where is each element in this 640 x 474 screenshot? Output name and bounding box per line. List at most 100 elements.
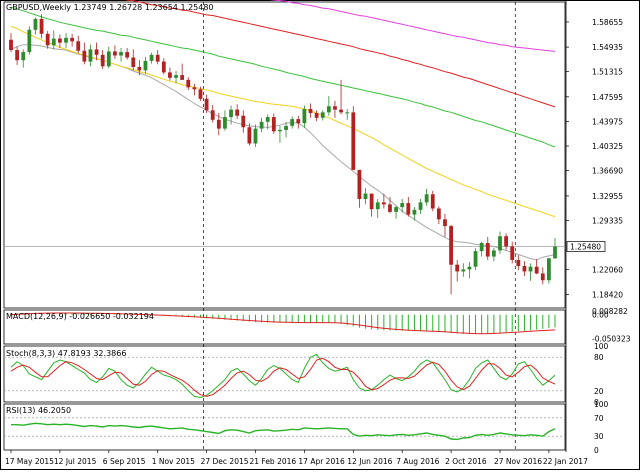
rsi-panel-border	[3, 403, 566, 451]
macd-panel-label: MACD(12,26,9) -0.026650 -0.032194	[6, 312, 154, 321]
candle-down	[235, 109, 240, 116]
candle-down	[39, 18, 44, 34]
candle-down	[161, 61, 166, 73]
stoch-panel-label: Stoch(8,3,3) 47.8193 32.3866	[6, 349, 127, 358]
candle-down	[436, 208, 441, 220]
stoch-panel-border	[3, 345, 566, 403]
candle-down	[339, 109, 343, 113]
rsi-axis-label: 70	[594, 414, 604, 423]
price-panel-border	[3, 1, 566, 309]
candle-down	[308, 108, 313, 114]
candle-up	[27, 29, 32, 53]
price-axis-label: 1.54935	[592, 43, 623, 52]
stoch-axis-label: 20	[594, 387, 604, 396]
candle-down	[516, 259, 521, 267]
candle-down	[406, 203, 411, 215]
candle-up	[143, 60, 148, 71]
candle-down	[357, 169, 362, 200]
price-axis-label: 1.18420	[592, 290, 623, 299]
rsi-panel-label: RSI(13) 46.2050	[6, 406, 72, 415]
time-axis-label: 1 Nov 2015	[152, 457, 195, 466]
price-axis-label: 1.47595	[592, 93, 623, 102]
time-axis-label: 17 May 2015	[5, 457, 54, 466]
time-axis-label: 6 Sep 2015	[103, 457, 146, 466]
candle-down	[333, 106, 337, 110]
candle-up	[491, 250, 496, 257]
candle-down	[534, 266, 539, 274]
candle-down	[113, 51, 117, 56]
candle-down	[168, 72, 172, 78]
time-axis-label: 22 Jan 2017	[543, 457, 588, 466]
candle-up	[64, 37, 68, 43]
candle-down	[9, 39, 13, 51]
candle-down	[100, 54, 105, 67]
candle-up	[284, 125, 288, 130]
candle-up	[553, 246, 557, 259]
candle-down	[504, 236, 508, 247]
candle-up	[149, 54, 154, 61]
candle-up	[424, 194, 429, 203]
candle-down	[455, 264, 460, 272]
price-axis-label: 1.22060	[592, 266, 623, 275]
current-price-box	[566, 241, 606, 252]
time-axis-label: 17 Apr 2016	[298, 457, 345, 466]
candle-up	[106, 51, 111, 67]
time-axis-label: 21 Feb 2016	[249, 457, 296, 466]
candle-down	[186, 79, 191, 88]
candle-down	[351, 112, 356, 170]
stoch-main-line	[10, 353, 556, 399]
candle-down	[449, 226, 453, 265]
macd-signal-line	[10, 312, 556, 335]
candle-down	[15, 50, 20, 61]
candle-up	[88, 49, 93, 62]
candle-down	[510, 246, 515, 260]
time-axis-label: 12 Jun 2016	[347, 457, 392, 466]
time-axis-label: 27 Dec 2015	[201, 457, 249, 466]
time-axis-label: 27 Nov 2016	[494, 457, 542, 466]
macd-axis-label: 0.008282	[592, 307, 628, 316]
candle-down	[485, 243, 490, 257]
candle-down	[76, 41, 81, 51]
price-axis-label: 1.43975	[592, 117, 623, 126]
stoch-axis-label: 80	[594, 353, 604, 362]
price-axis-label: 1.32955	[592, 192, 623, 201]
price-panel-header: GBPUSD,Weekly 1.23749 1.26728 1.23654 1.…	[6, 3, 214, 12]
candle-up	[467, 266, 472, 270]
time-axis-label: 7 Aug 2016	[396, 457, 439, 466]
candle-up	[278, 129, 282, 132]
candle-down	[155, 54, 160, 62]
candle-up	[479, 243, 484, 252]
candle-down	[522, 266, 527, 272]
candle-up	[412, 209, 417, 215]
candle-up	[394, 207, 398, 212]
price-axis-label: 1.29335	[592, 216, 623, 225]
moving-average-red	[124, 0, 556, 108]
candle-up	[174, 75, 178, 78]
candle-up	[400, 203, 405, 208]
candle-up	[418, 202, 423, 210]
rsi-axis-label: 100	[594, 400, 609, 409]
candle-down	[180, 75, 185, 80]
candle-down	[192, 87, 197, 90]
stoch-signal-line	[10, 357, 556, 397]
candle-down	[388, 204, 392, 212]
candle-up	[363, 193, 368, 200]
candle-up	[498, 236, 502, 251]
candle-up	[345, 112, 350, 114]
candle-up	[528, 266, 533, 272]
candle-down	[137, 66, 142, 71]
candle-down	[94, 49, 99, 55]
candle-down	[381, 202, 386, 205]
candle-up	[461, 269, 466, 272]
candle-down	[125, 52, 130, 58]
price-axis-label: 1.51315	[592, 68, 623, 77]
time-axis-label: 2 Oct 2016	[445, 457, 487, 466]
stoch-axis-label: 0	[594, 398, 599, 407]
candle-up	[51, 38, 56, 46]
moving-average-yellow	[10, 25, 556, 218]
macd-axis-label: 0.00	[592, 311, 609, 320]
candle-up	[33, 18, 38, 30]
